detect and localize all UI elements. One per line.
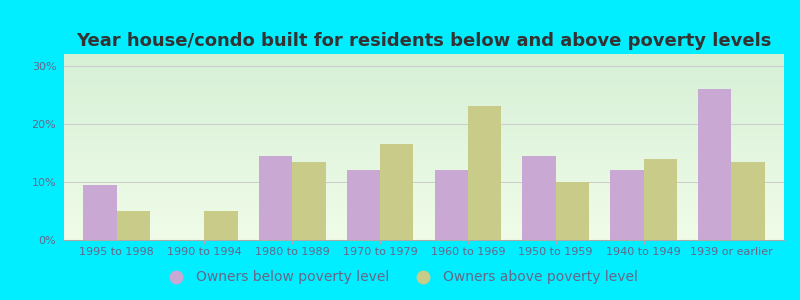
Bar: [698, 89, 731, 240]
Bar: [380, 144, 414, 240]
Bar: [83, 185, 117, 240]
Bar: [117, 211, 150, 240]
Bar: [259, 156, 292, 240]
Bar: [522, 156, 556, 240]
Bar: [346, 170, 380, 240]
Bar: [205, 211, 238, 240]
Bar: [731, 161, 765, 240]
Bar: [468, 106, 502, 240]
Bar: [434, 170, 468, 240]
Title: Year house/condo built for residents below and above poverty levels: Year house/condo built for residents bel…: [76, 32, 772, 50]
Bar: [292, 161, 326, 240]
Bar: [610, 170, 643, 240]
Legend: Owners below poverty level, Owners above poverty level: Owners below poverty level, Owners above…: [157, 265, 643, 290]
Bar: [643, 159, 677, 240]
Bar: [556, 182, 589, 240]
